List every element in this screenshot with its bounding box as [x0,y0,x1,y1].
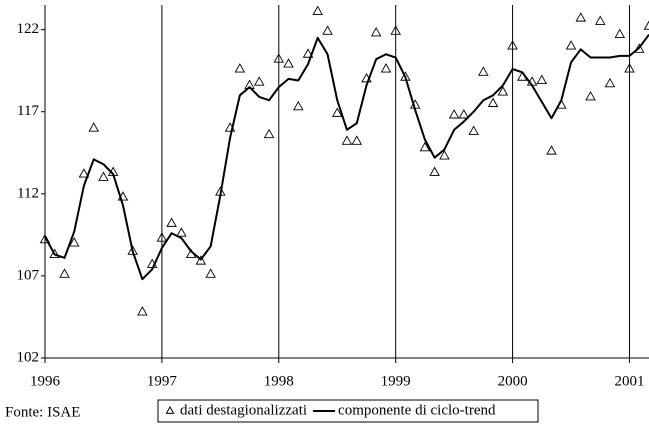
y-tick-label: 107 [17,267,40,283]
data-point [341,135,353,145]
data-point [176,227,187,237]
footnote: Fonte: ISAE [5,404,80,420]
legend-label: componente di ciclo-trend [338,402,496,418]
data-point [497,86,509,96]
x-tick-label: 1996 [30,373,61,389]
data-point [98,171,109,181]
data-point [604,77,616,88]
data-point [565,40,577,50]
data-point [137,306,148,316]
data-point [88,122,100,132]
data-point [263,128,275,139]
data-point [439,150,450,160]
data-point [624,63,635,73]
legend-marker [165,405,175,414]
data-point [478,66,489,76]
y-tick-label: 112 [17,185,39,201]
x-tick-label: 2001 [614,373,644,389]
data-point [293,100,304,111]
data-point [351,135,363,145]
data-point [78,168,90,178]
data-point [312,5,323,16]
data-point [49,248,60,259]
data-point [419,141,431,152]
trend-line [44,33,649,281]
data-point [283,58,294,68]
data-point [448,109,460,119]
data-point [458,109,470,119]
x-tick-label: 1999 [381,373,411,389]
data-point [380,63,392,73]
data-point [156,232,168,242]
data-point [575,12,587,22]
data-point [507,40,518,50]
legend-label: dati destagionalizzati [180,402,307,418]
data-point [546,145,557,155]
data-point [234,63,246,73]
legend-box [157,399,539,423]
data-point [205,268,216,278]
data-point [59,268,70,278]
y-tick-label: 102 [17,349,40,365]
data-point [390,25,401,35]
data-point [536,74,548,84]
x-tick-label: 1997 [147,373,178,389]
data-point [166,217,177,227]
data-point [487,97,499,107]
data-point [273,53,285,63]
data-point [322,25,333,35]
data-point [195,255,207,265]
data-point [370,26,382,37]
data-point [585,91,596,101]
data-point [302,48,314,58]
data-point [594,15,606,25]
y-tick-label: 117 [17,103,39,119]
x-tick-label: 1998 [264,373,294,389]
y-tick-label: 122 [17,21,40,37]
data-point [468,125,479,135]
data-point [614,28,626,39]
data-point [68,237,80,247]
data-point [429,166,440,176]
data-point [643,20,649,30]
x-tick-label: 2000 [498,373,528,389]
data-point [254,76,265,86]
data-point [331,107,343,117]
